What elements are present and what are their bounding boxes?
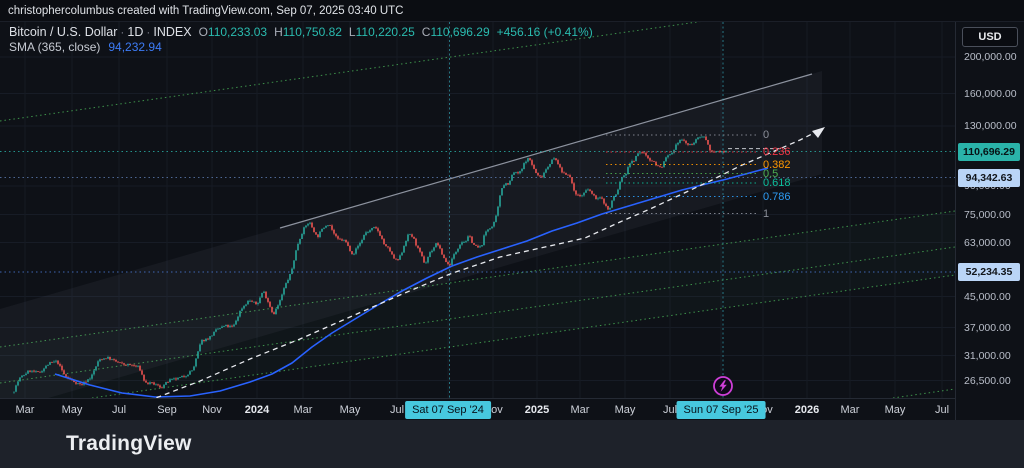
ohlc-value: 110,220.25 [355, 25, 415, 39]
time-axis-label: Jul [389, 404, 405, 416]
fib-level-label: 0 [763, 129, 770, 141]
date-marker-badge: Sun 07 Sep '25 [676, 401, 766, 419]
sma-price-badge: 94,342.63 [958, 168, 1020, 187]
price-axis-label: 130,000.00 [964, 120, 1017, 132]
time-axis-label: Mar [293, 404, 313, 416]
trendline-arrowhead [812, 127, 825, 138]
price-axis-label: 63,000.00 [964, 236, 1011, 249]
time-axis-label: Sep [157, 404, 177, 416]
ohlc-prefix: O [198, 25, 208, 39]
fib-level-label: 0.5 [763, 167, 779, 180]
symbol-market: INDEX [153, 25, 192, 39]
price-axis-label: 75,000.00 [964, 208, 1011, 221]
legend-separator: · [146, 25, 151, 39]
time-axis-label: Nov [202, 404, 222, 416]
sma-indicator-label: SMA (365, close) [9, 40, 101, 54]
currency-toggle-button[interactable]: USD [962, 27, 1018, 47]
ohlc-value: 110,233.03 [207, 25, 268, 39]
symbol-title: Bitcoin / U.S. Dollar [9, 25, 118, 39]
price-axis-label: 26,500.00 [964, 374, 1011, 387]
chart-pane [0, 22, 955, 401]
price-axis[interactable]: USD 200,000.00160,000.00130,000.0090,000… [955, 22, 1024, 420]
fib-level-label: 0.236 [763, 146, 791, 158]
price-axis-label: 200,000.00 [964, 51, 1017, 63]
lightning-event-icon[interactable] [712, 375, 734, 397]
time-axis-label: Mar [570, 404, 590, 416]
ohlc-value: 110,750.82 [282, 25, 342, 39]
footer-bar: TradingView [0, 420, 1024, 468]
price-axis-label: 45,000.00 [964, 290, 1011, 303]
change-value: +456.16 (+0.41%) [496, 25, 593, 39]
fib-level-label: 1 [763, 207, 770, 220]
sma-line[interactable] [54, 167, 769, 398]
price-axis-label: 37,000.00 [964, 321, 1011, 334]
time-axis-label: May [614, 404, 636, 416]
gray-channel-fill [0, 71, 822, 398]
sma-legend-row: SMA (365, close) 94,232.94 [9, 40, 593, 55]
ohlc-prefix: L [348, 25, 356, 39]
time-axis[interactable]: Mar May Jul Sep Nov 2024 Mar May Jul Nov 2025 Mar Ma… [0, 398, 955, 421]
time-axis-year-label: 2024 [244, 404, 270, 416]
time-axis-label: Mar [840, 404, 860, 416]
last-price-badge: 110,696.29 [958, 142, 1020, 161]
legend-separator: · [120, 25, 125, 39]
fib-level-label: 0.382 [763, 158, 791, 171]
fib-level-label: 0.618 [763, 177, 791, 189]
fib-level-label: 0.786 [763, 190, 791, 203]
attribution-bar: christophercolumbus created with Trading… [0, 0, 1024, 22]
time-axis-label: May [61, 404, 83, 416]
ohlc-value: 110,696.29 [430, 25, 490, 39]
time-axis-label: May [339, 404, 361, 416]
date-marker-badge: Sat 07 Sep '24 [405, 401, 491, 419]
sma-indicator-value: 94,232.94 [108, 40, 162, 54]
ohlc-values: O110,233.03 H110,750.82 L110,220.25 C110,69… [192, 25, 490, 39]
tradingview-brand-text[interactable]: TradingView [66, 432, 192, 455]
price-axis-label: 31,000.00 [964, 349, 1011, 362]
time-axis-year-label: 2025 [524, 404, 550, 416]
lightning-bolt-glyph [719, 380, 727, 392]
ohlc-prefix: H [274, 25, 283, 39]
symbol-legend-row: Bitcoin / U.S. Dollar · 1D · INDEX O110,233.0… [9, 25, 593, 40]
time-axis-label: Mar [15, 404, 35, 416]
time-axis-label: Jul [111, 404, 127, 416]
dashed-trendline[interactable] [148, 129, 821, 401]
time-axis-label: Jul [934, 404, 950, 416]
level-price-badge: 52,234.35 [958, 263, 1020, 281]
time-axis-label: Jul [662, 404, 678, 416]
green-channel-fill [0, 211, 955, 398]
time-axis-year-label: 2026 [794, 404, 820, 416]
ohlc-prefix: C [421, 25, 431, 39]
symbol-interval: 1D [127, 25, 144, 39]
price-axis-label: 160,000.00 [964, 87, 1017, 100]
chart-legend: Bitcoin / U.S. Dollar · 1D · INDEX O110,233.0… [9, 25, 593, 55]
attribution-text: christophercolumbus created with Trading… [8, 5, 404, 17]
time-axis-label: May [884, 404, 906, 416]
